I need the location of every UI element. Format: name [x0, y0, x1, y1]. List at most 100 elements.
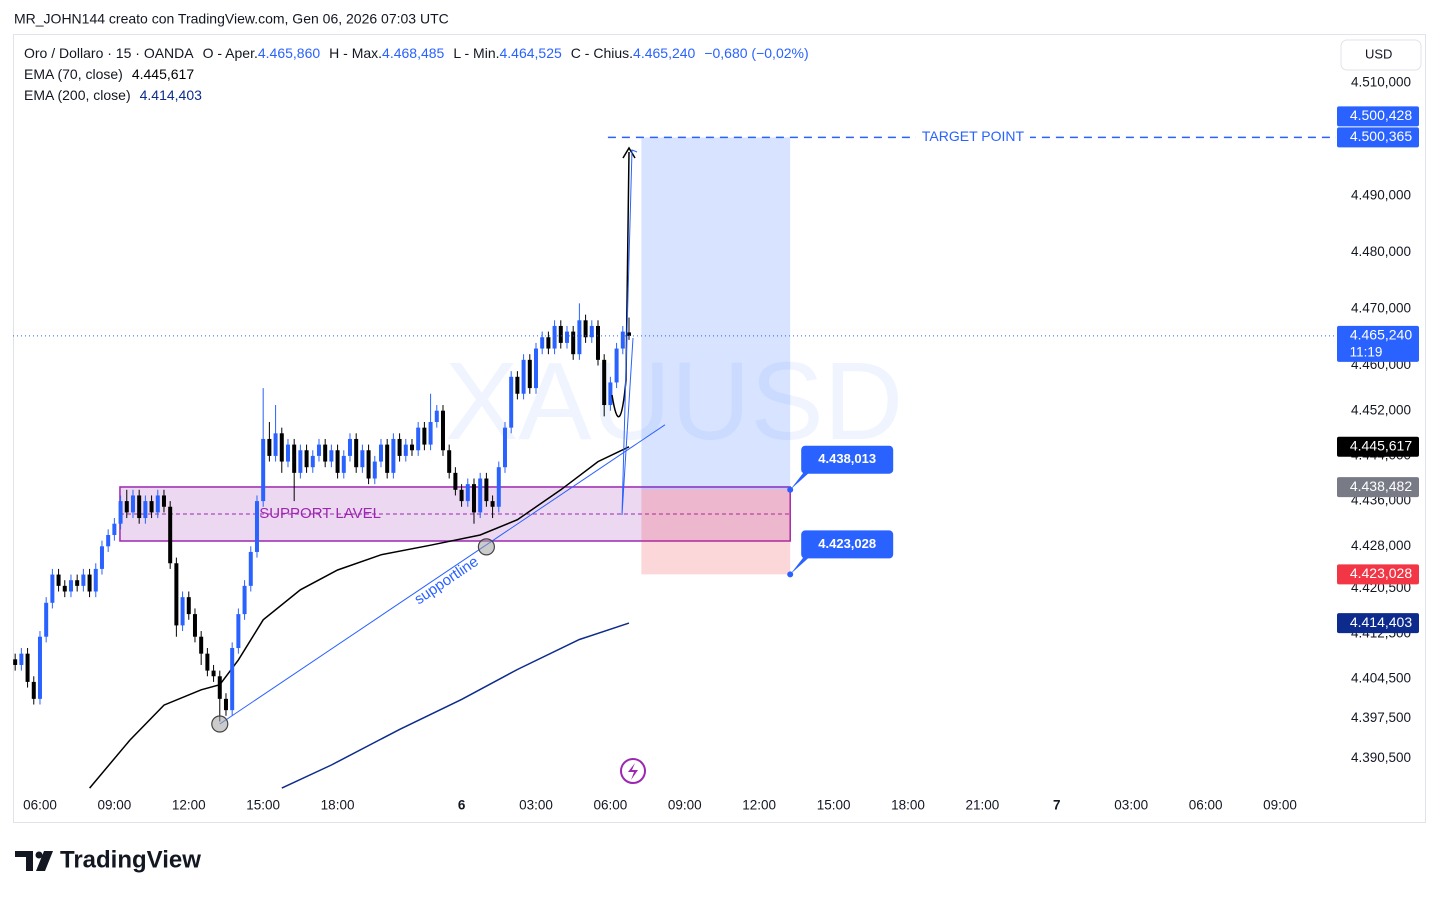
legend-value: 4.445,617 [132, 66, 194, 82]
candle-body [372, 461, 377, 479]
x-tick-label: 12:00 [172, 798, 206, 813]
legend-prefix: O - Aper. [203, 45, 258, 61]
candle-body [546, 337, 551, 349]
x-tick-label: 18:00 [321, 798, 355, 813]
x-tick-label: 03:00 [519, 798, 553, 813]
candle-body [347, 438, 352, 456]
candle-body [521, 359, 526, 394]
x-tick-label: 03:00 [1114, 798, 1148, 813]
candle-body [13, 659, 18, 665]
target-label: TARGET POINT [922, 128, 1025, 144]
x-tick-label: 18:00 [891, 798, 925, 813]
candle-body [285, 444, 290, 462]
callout [790, 471, 811, 490]
candle-body [87, 574, 92, 592]
candle-body [75, 580, 80, 586]
legend-ema: EMA (70, close) 4.445,617 [24, 66, 194, 82]
candle-body [335, 450, 340, 473]
candle-body [378, 444, 383, 462]
x-tick-label: 15:00 [817, 798, 851, 813]
legend-name: EMA (200, close) [24, 87, 131, 103]
candle-body [68, 580, 73, 592]
candle-body [37, 636, 42, 699]
candle-body [273, 433, 278, 456]
symbol: Oro / Dollaro · 15 · OANDA [24, 45, 194, 61]
y-tick-label: 4.404,500 [1351, 671, 1411, 686]
candle-body [595, 325, 600, 360]
candle-body [422, 427, 427, 445]
legend-value: 4.414,403 [140, 87, 202, 103]
candle-body [56, 574, 61, 586]
candle-body [242, 585, 247, 615]
candle-body [540, 337, 545, 349]
candle-body [509, 376, 514, 428]
projection-drawing [611, 146, 646, 784]
candle-body [124, 501, 129, 513]
candle-body [279, 433, 284, 462]
candle-body [180, 597, 185, 626]
candle-body [552, 325, 557, 349]
stop-zone [641, 489, 791, 575]
price-badge-label: 4.438,482 [1350, 478, 1412, 494]
candle-body [292, 444, 297, 473]
candle-body [391, 438, 396, 473]
legend-value: 4.465,240 [633, 45, 695, 61]
touch-point [211, 715, 229, 733]
legend-prefix: H - Max. [329, 45, 382, 61]
candle-body [397, 438, 402, 456]
candle-body [409, 444, 414, 451]
brand: TradingView [60, 846, 201, 873]
candle-body [484, 478, 489, 502]
price-badge-label: 4.500,365 [1350, 128, 1412, 144]
logo [15, 851, 53, 871]
candle-body [99, 546, 104, 569]
candle-body [118, 501, 123, 524]
candle-body [186, 597, 191, 615]
y-tick-label: 4.490,000 [1351, 188, 1411, 203]
y-tick-label: 4.428,000 [1351, 538, 1411, 553]
target-zone [641, 137, 791, 490]
callout-box [801, 530, 894, 559]
x-tick-label: 09:00 [1263, 798, 1297, 813]
price-badge-label: 4.414,403 [1350, 614, 1412, 630]
price-badge [1337, 325, 1419, 362]
legend-ema: EMA (200, close) 4.414,403 [24, 87, 202, 103]
ema-line [281, 622, 630, 789]
ema-line [89, 446, 630, 789]
x-tick-label: 7 [1053, 798, 1061, 813]
candle-body [360, 450, 365, 468]
candle-body [323, 444, 328, 462]
candle-body [478, 478, 483, 513]
candle-body [168, 506, 173, 564]
legend-value: 4.468,485 [382, 45, 444, 61]
callout-box [801, 445, 894, 474]
candle-body [248, 551, 253, 586]
candle-body [230, 648, 235, 711]
x-tick-label: 6 [458, 798, 466, 813]
x-tick-label: 06:00 [1189, 798, 1223, 813]
candle-body [211, 670, 216, 677]
x-tick-label: 21:00 [966, 798, 1000, 813]
price-badge [1337, 613, 1419, 634]
candle-body [106, 535, 111, 547]
candle-body [261, 438, 266, 502]
candle-body [341, 455, 346, 473]
callout [790, 556, 811, 575]
price-badge [1337, 564, 1419, 585]
candle-body [502, 427, 507, 468]
zone-label: SUPPORT LAVEL [259, 505, 381, 522]
logo-mark [36, 851, 53, 871]
candle-body [50, 574, 55, 603]
currency-button[interactable] [1340, 39, 1422, 71]
candle-body [25, 653, 30, 682]
y-tick-label: 4.480,000 [1351, 244, 1411, 259]
candle-body [465, 484, 470, 502]
price-badge-label: 4.465,240 [1350, 327, 1412, 343]
candle-body [161, 495, 166, 507]
legend-ohlc: Oro / Dollaro · 15 · OANDA O - Aper. 4.465… [24, 45, 809, 61]
candle-body [149, 501, 154, 513]
candle-body [137, 495, 142, 519]
candle-body [329, 450, 334, 462]
